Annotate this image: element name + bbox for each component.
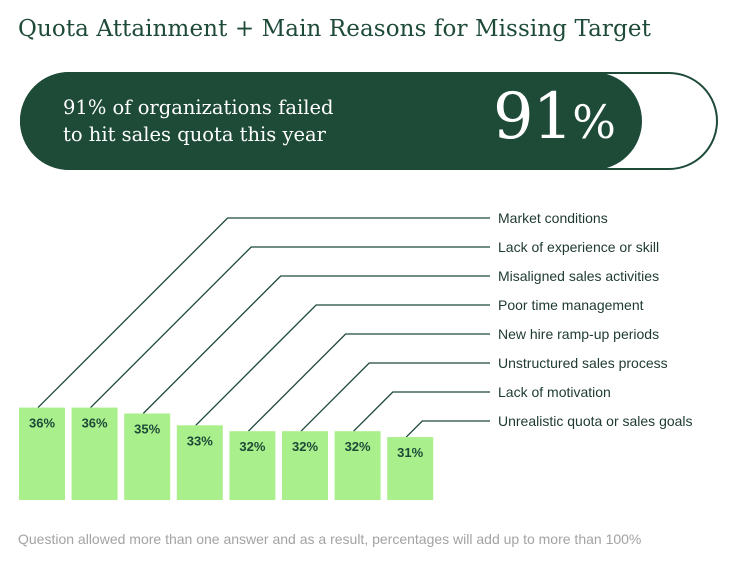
category-label: Misaligned sales activities — [498, 268, 659, 284]
bar-value-label: 32% — [345, 439, 371, 454]
banner-line-1: 91% of organizations failed — [63, 96, 334, 119]
category-label: Lack of motivation — [498, 384, 611, 400]
category-label: Poor time management — [498, 297, 644, 313]
connector-line — [195, 304, 490, 426]
bar-value-label: 32% — [292, 439, 318, 454]
banner-line-2: to hit sales quota this year — [63, 123, 327, 146]
connector-line — [353, 391, 490, 432]
banner-text: 91% of organizations failed to hit sales… — [63, 94, 333, 148]
bar-value-label: 32% — [239, 439, 265, 454]
bar — [229, 431, 276, 500]
bar-value-label: 31% — [397, 445, 423, 460]
bar — [176, 425, 223, 500]
connector-line — [247, 333, 490, 432]
bar — [334, 431, 381, 500]
banner-big-unit: % — [572, 95, 616, 149]
footnote: Question allowed more than one answer an… — [18, 531, 642, 547]
banner-big-number: 91 — [492, 80, 573, 154]
bar — [282, 431, 328, 500]
category-label: Market conditions — [498, 210, 608, 226]
category-label: Unstructured sales process — [498, 355, 668, 371]
category-label: New hire ramp-up periods — [498, 326, 659, 342]
bar-value-label: 36% — [82, 416, 108, 431]
connector-line — [37, 217, 490, 409]
connector-line — [90, 246, 490, 409]
category-label: Lack of experience or skill — [498, 239, 659, 255]
bar — [387, 437, 434, 500]
banner-big-stat: 91% — [493, 80, 616, 154]
bar — [19, 407, 65, 500]
chart-title: Quota Attainment + Main Reasons for Miss… — [18, 16, 651, 42]
bar-value-label: 33% — [187, 433, 213, 448]
bar-value-label: 36% — [29, 416, 55, 431]
connector-line — [300, 362, 490, 432]
connector-line — [142, 275, 490, 414]
category-label: Unrealistic quota or sales goals — [498, 413, 693, 429]
bar-chart: 36% Market conditions 36% Lack of experienc… — [19, 210, 693, 500]
bar-value-label: 35% — [134, 422, 160, 437]
banner-pill: 91% of organizations failed to hit sales… — [20, 72, 642, 170]
connector-line — [405, 420, 490, 438]
bar — [71, 407, 118, 500]
bar — [124, 413, 171, 500]
